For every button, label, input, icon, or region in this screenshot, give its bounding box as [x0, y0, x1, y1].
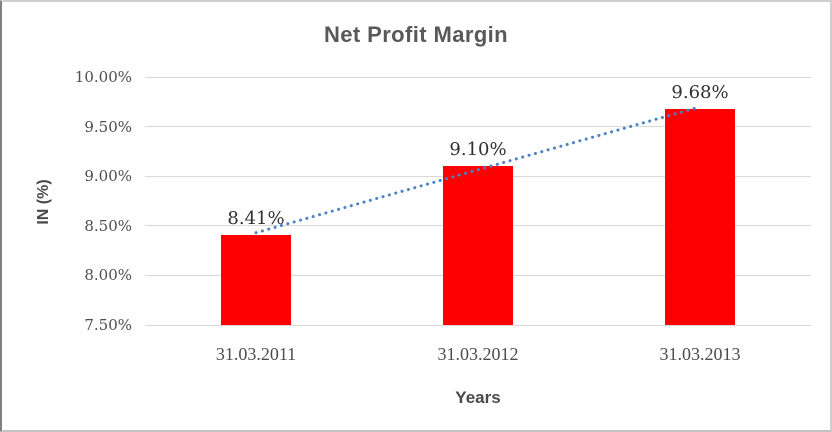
- plot-area: 8.41% 9.10% 9.68%: [145, 76, 811, 326]
- gridline: [145, 126, 811, 128]
- bar-31.03.2013[interactable]: [665, 108, 735, 325]
- chart-title: Net Profit Margin: [323, 22, 509, 47]
- data-label: 8.41%: [227, 207, 285, 229]
- bar-31.03.2011[interactable]: [221, 234, 291, 325]
- gridline: [145, 324, 811, 326]
- x-axis-title: Years: [455, 388, 501, 407]
- x-tick-label: 31.03.2012: [437, 344, 519, 364]
- gridline: [145, 76, 811, 78]
- y-tick-label: 8.50%: [84, 216, 132, 235]
- bar-31.03.2012[interactable]: [443, 166, 513, 325]
- data-label: 9.10%: [449, 139, 507, 161]
- x-tick-label: 31.03.2011: [215, 344, 297, 364]
- x-tick-label: 31.03.2013: [659, 344, 741, 364]
- y-tick-label: 8.00%: [84, 266, 132, 285]
- y-tick-label: 10.00%: [74, 68, 132, 86]
- y-tick-label: 9.50%: [84, 117, 132, 136]
- y-tick-label: 9.00%: [84, 167, 132, 186]
- trendline[interactable]: [145, 77, 811, 325]
- trendline-segment[interactable]: [254, 105, 702, 235]
- y-tick-label: 7.50%: [84, 316, 132, 334]
- data-label: 9.68%: [671, 81, 729, 103]
